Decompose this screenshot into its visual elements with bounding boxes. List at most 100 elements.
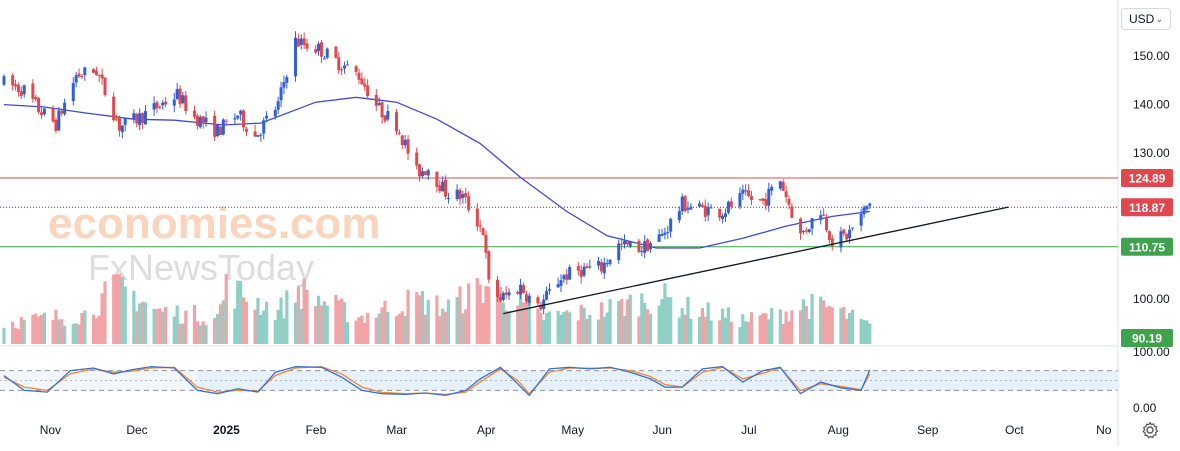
candle bbox=[865, 205, 869, 213]
candle-body bbox=[438, 185, 442, 192]
candle-body bbox=[63, 102, 67, 115]
candle-body bbox=[135, 114, 139, 124]
candle bbox=[178, 85, 182, 108]
volume-bar bbox=[608, 299, 612, 344]
currency-selector[interactable]: USD ⌄ bbox=[1121, 8, 1171, 30]
volume-bar bbox=[868, 323, 872, 344]
candle bbox=[143, 104, 147, 125]
candle-body bbox=[504, 292, 508, 295]
x-tick-label: Mar bbox=[386, 423, 407, 437]
candle bbox=[406, 135, 410, 161]
volume-bar bbox=[697, 316, 702, 344]
volume-bar bbox=[316, 295, 321, 344]
candle-body bbox=[467, 196, 471, 210]
watermark: economies.com FxNewsToday bbox=[48, 199, 381, 288]
volume-bar bbox=[397, 313, 401, 344]
candle-body bbox=[195, 115, 199, 126]
candle-body bbox=[198, 116, 202, 128]
candle-body bbox=[801, 231, 805, 233]
candle bbox=[172, 92, 176, 113]
candle-body bbox=[394, 112, 398, 132]
volume-bar bbox=[441, 308, 445, 344]
candle-body bbox=[143, 111, 147, 125]
candle-body bbox=[299, 38, 303, 45]
candle-body bbox=[181, 95, 185, 104]
volume-bar bbox=[112, 274, 116, 344]
volume-bar bbox=[461, 313, 465, 344]
volume-bar bbox=[319, 305, 324, 344]
volume-bar bbox=[123, 286, 127, 344]
candle bbox=[366, 79, 370, 100]
candle-body bbox=[216, 125, 220, 137]
candle bbox=[536, 295, 540, 306]
volume-bar bbox=[565, 310, 569, 344]
candle bbox=[822, 208, 826, 217]
osc-y-tick-label: 0.00 bbox=[1133, 401, 1157, 415]
candle bbox=[239, 109, 243, 121]
price-label-text: 118.87 bbox=[1129, 201, 1165, 215]
candle bbox=[22, 84, 26, 98]
price-label-box bbox=[1121, 329, 1173, 347]
volume-bar bbox=[140, 301, 145, 344]
volume-bar bbox=[677, 317, 681, 344]
candle bbox=[643, 234, 647, 259]
candle bbox=[801, 230, 805, 235]
candle-body bbox=[764, 199, 768, 206]
candle bbox=[14, 79, 18, 91]
volume-bar bbox=[155, 309, 159, 344]
candle bbox=[60, 108, 64, 117]
volume-bar bbox=[645, 309, 650, 344]
volume-bar bbox=[648, 313, 653, 344]
volume-bar bbox=[201, 321, 205, 344]
volume-bar bbox=[415, 292, 419, 344]
candle-body bbox=[579, 269, 583, 277]
candle bbox=[302, 32, 306, 49]
candle-body bbox=[628, 241, 632, 247]
candle-body bbox=[279, 87, 283, 101]
volume-bar bbox=[455, 297, 459, 344]
candle-body bbox=[152, 103, 156, 110]
candle-body bbox=[825, 216, 829, 231]
volume-bar bbox=[810, 293, 814, 344]
candle-body bbox=[296, 38, 300, 47]
candle-body bbox=[790, 206, 794, 218]
candle bbox=[617, 240, 621, 264]
candle bbox=[729, 197, 733, 210]
candle bbox=[441, 176, 445, 192]
volume-bar bbox=[74, 323, 78, 344]
candle bbox=[542, 294, 546, 315]
volume-bar bbox=[845, 318, 849, 344]
candle-body bbox=[256, 135, 260, 137]
volume-bar bbox=[325, 305, 329, 344]
candle bbox=[519, 278, 523, 299]
candle-body bbox=[435, 171, 439, 187]
candle-body bbox=[441, 181, 445, 192]
candle bbox=[233, 113, 237, 125]
candle-body bbox=[100, 74, 104, 79]
candle-body bbox=[403, 140, 407, 146]
candle-body bbox=[34, 97, 38, 100]
volume-bar bbox=[71, 323, 75, 344]
candle-body bbox=[810, 218, 814, 229]
candle-body bbox=[602, 262, 606, 274]
candle bbox=[464, 187, 468, 204]
candle bbox=[787, 195, 791, 210]
settings-gear-icon[interactable] bbox=[1140, 420, 1160, 440]
osc-y-tick-label: 100.00 bbox=[1133, 345, 1170, 359]
candle bbox=[545, 286, 549, 301]
volume-bar bbox=[746, 321, 751, 344]
candle bbox=[602, 257, 606, 279]
candle bbox=[37, 96, 41, 115]
candle-body bbox=[648, 243, 652, 250]
volume-bar bbox=[161, 311, 165, 344]
candle bbox=[718, 208, 722, 222]
candle-body bbox=[498, 297, 502, 301]
volume-bar bbox=[842, 306, 846, 344]
candle bbox=[319, 40, 323, 63]
candle-body bbox=[749, 196, 753, 200]
volume-bar bbox=[501, 302, 505, 344]
candle-body bbox=[366, 85, 370, 97]
candle bbox=[40, 105, 44, 119]
